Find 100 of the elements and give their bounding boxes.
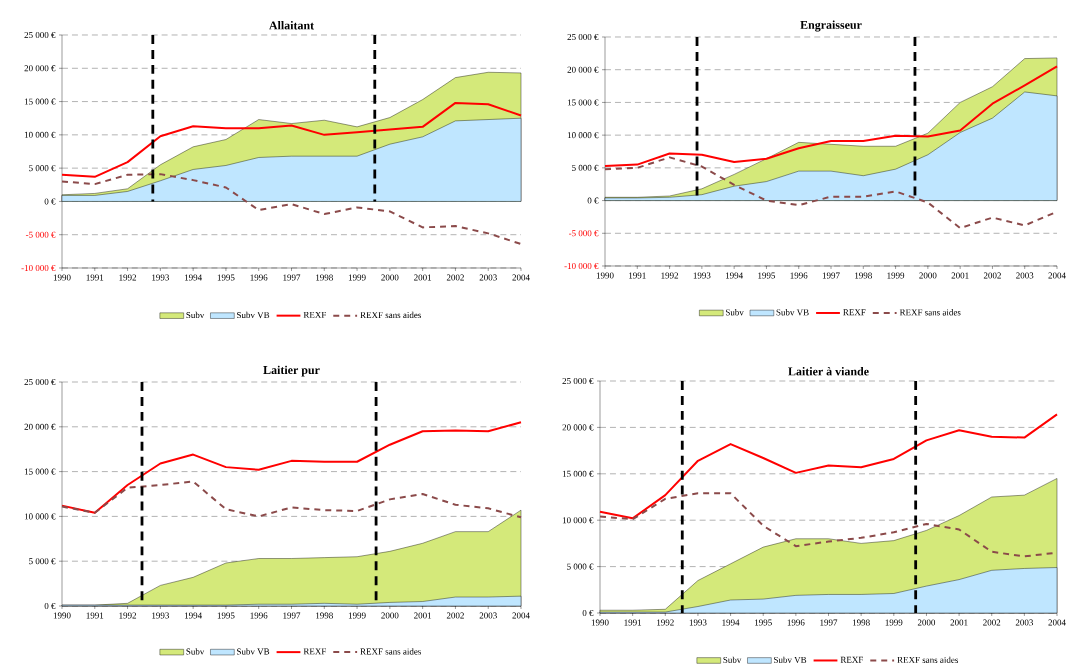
x-tick-label: 1991: [86, 612, 104, 619]
chart-title: Laitier à viande: [788, 367, 869, 376]
x-tick-label: 1992: [657, 619, 674, 626]
legend-label: REXF: [840, 656, 863, 663]
chart-title: Allaitant: [269, 21, 315, 30]
x-tick-label: 1990: [591, 619, 609, 626]
legend-label: Subv VB: [237, 648, 270, 655]
y-tick-label: 15 000 €: [567, 99, 599, 106]
x-tick-label: 2002: [983, 619, 1001, 626]
legend-label: REXF: [843, 309, 866, 316]
y-tick-label: 0 €: [582, 609, 594, 617]
y-tick-label: 5 000 €: [567, 563, 594, 570]
legend-label: REXF: [303, 311, 326, 318]
x-tick-label: 1996: [787, 619, 805, 626]
y-tick-label: 20 000 €: [24, 65, 56, 72]
legend-label: Subv VB: [237, 311, 270, 319]
line-series: [61, 421, 522, 514]
x-tick-label: 1997: [283, 612, 301, 619]
legend-label: REXF sans aides: [360, 311, 422, 319]
x-tick-label: 2000: [917, 619, 936, 626]
y-tick-label: 5 000 €: [29, 558, 56, 565]
x-tick-label: 2003: [479, 612, 497, 619]
legend-label: REXF sans aides: [360, 648, 422, 655]
x-tick-label: 1990: [596, 272, 614, 279]
y-tick-label: 5 000 €: [29, 165, 56, 172]
x-tick-label: 1995: [217, 612, 235, 619]
x-tick-label: 2001: [414, 274, 432, 281]
x-tick-label: 1993: [152, 274, 169, 281]
line-series: [61, 173, 522, 246]
x-tick-label: 2003: [1015, 619, 1033, 626]
y-tick-label: 10 000 €: [562, 517, 594, 524]
x-tick-label: 2002: [446, 274, 464, 281]
x-tick-label: 2003: [1016, 272, 1034, 279]
x-tick-label: 2003: [479, 274, 497, 281]
x-tick-label: 1998: [852, 619, 870, 626]
x-tick-label: 1995: [755, 619, 772, 626]
x-tick-label: 1999: [348, 274, 366, 281]
legend-label: Subv VB: [774, 656, 807, 663]
x-tick-label: 1997: [820, 619, 838, 626]
x-tick-label: 1997: [822, 272, 840, 279]
y-tick-label: 5 000 €: [572, 164, 599, 171]
line-series: [604, 65, 1059, 167]
x-tick-label: 2001: [950, 619, 968, 626]
legend-label: Subv VB: [776, 309, 809, 316]
y-tick-label: -5 000 €: [568, 230, 599, 237]
x-tick-label: 2000: [381, 612, 399, 619]
x-tick-label: 1998: [855, 272, 872, 279]
x-tick-label: 1991: [629, 272, 646, 279]
x-tick-label: 1999: [887, 272, 905, 279]
x-tick-label: 2002: [983, 272, 1001, 279]
x-tick-label: 2004: [1048, 619, 1066, 626]
x-tick-label: 1995: [758, 272, 776, 279]
line-series: [61, 480, 522, 519]
y-tick-label: 10 000 €: [24, 131, 56, 138]
legend-label: Subv: [725, 309, 744, 316]
y-tick-label: 25 000 €: [567, 33, 599, 41]
y-tick-label: -10 000 €: [21, 264, 56, 272]
y-tick-label: -10 000 €: [564, 262, 599, 270]
x-tick-label: 1992: [661, 272, 679, 279]
y-tick-label: 10 000 €: [24, 513, 56, 520]
x-tick-label: 2001: [951, 272, 969, 279]
x-tick-label: 1991: [624, 619, 642, 626]
y-tick-label: 25 000 €: [562, 377, 594, 385]
x-tick-label: 1999: [348, 612, 366, 619]
legend-label: REXF: [303, 648, 326, 655]
y-tick-label: 0 €: [44, 602, 56, 610]
legend-label: Subv: [186, 648, 205, 655]
x-tick-label: 1996: [250, 274, 268, 281]
x-tick-label: 1991: [86, 274, 104, 281]
x-tick-label: 2000: [919, 272, 937, 279]
x-tick-label: 2001: [414, 612, 432, 619]
x-tick-label: 1993: [693, 272, 711, 279]
x-tick-label: 1993: [689, 619, 707, 626]
y-tick-label: 25 000 €: [24, 31, 56, 39]
y-tick-label: 15 000 €: [24, 468, 56, 475]
x-tick-label: 1992: [119, 274, 137, 281]
y-tick-label: 15 000 €: [24, 98, 56, 105]
x-tick-label: 2004: [512, 612, 530, 619]
y-tick-label: 20 000 €: [567, 66, 599, 73]
y-tick-label: 0 €: [587, 197, 599, 204]
x-tick-label: 2000: [381, 274, 399, 281]
line-series: [61, 101, 522, 178]
x-tick-label: 1992: [119, 612, 137, 619]
line-series: [599, 413, 1059, 520]
x-tick-label: 2004: [1048, 272, 1066, 279]
x-tick-label: 1994: [722, 619, 740, 626]
x-tick-label: 1995: [217, 274, 235, 281]
legend-label: Subv: [186, 311, 205, 319]
x-tick-label: 1998: [316, 612, 333, 619]
legend-label: REXF sans aides: [897, 656, 959, 663]
legend-label: Subv: [723, 656, 742, 663]
y-tick-label: 10 000 €: [567, 132, 599, 139]
x-tick-label: 1990: [53, 274, 71, 281]
x-tick-label: 1996: [790, 272, 808, 279]
x-tick-label: 1998: [316, 274, 333, 281]
x-tick-label: 2002: [446, 612, 464, 619]
y-tick-label: 25 000 €: [24, 378, 56, 386]
x-tick-label: 1996: [250, 612, 268, 619]
x-tick-label: 1997: [283, 274, 301, 281]
chart-title: Laitier pur: [263, 365, 320, 377]
